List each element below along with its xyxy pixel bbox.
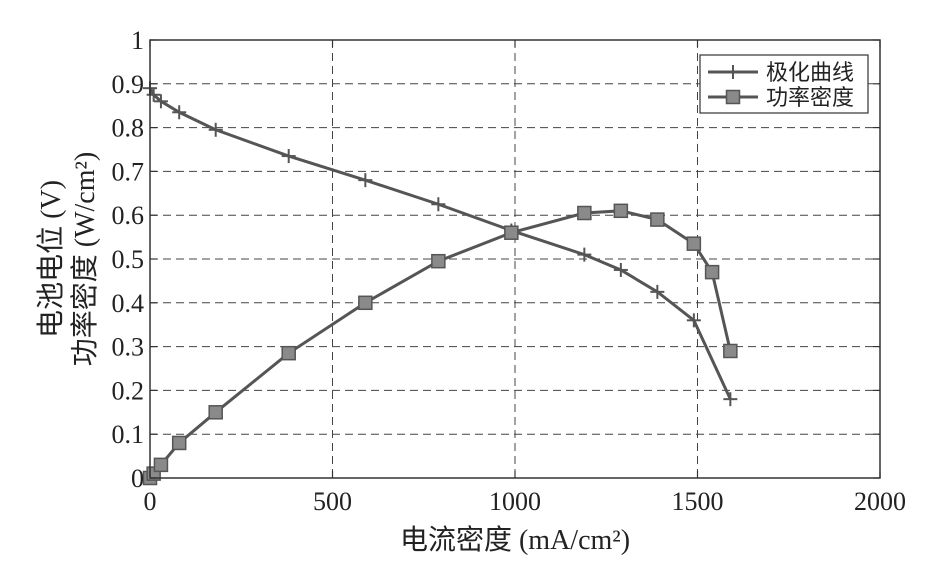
y-axis-label-voltage: 电池电位 (V) xyxy=(35,180,67,338)
y-tick-label: 0.7 xyxy=(112,157,145,186)
series-1-point xyxy=(208,405,223,420)
grid-layer xyxy=(150,40,880,478)
y-tick-label: 0.2 xyxy=(112,376,145,405)
legend-label-1: 功率密度 xyxy=(766,85,854,110)
series-0-point xyxy=(431,197,446,212)
y-tick-label: 0 xyxy=(131,464,144,493)
y-tick-label: 0.1 xyxy=(112,420,145,449)
legend-label-0: 极化曲线 xyxy=(766,60,854,85)
y-tick-label: 0.5 xyxy=(112,245,145,274)
series-1-point xyxy=(358,295,373,311)
series-0-point xyxy=(208,122,223,137)
x-tick-label: 1000 xyxy=(489,487,541,516)
legend-marker-1 xyxy=(725,89,741,105)
series-1-point xyxy=(504,225,519,240)
series-1-point xyxy=(431,253,446,269)
y-tick-label: 0.3 xyxy=(112,333,145,362)
series-line-1 xyxy=(148,209,732,479)
series-1-point xyxy=(723,343,738,359)
series-0-point xyxy=(358,173,373,188)
series-0-point xyxy=(577,247,592,262)
x-tick-label: 500 xyxy=(313,487,352,516)
series-0-point xyxy=(613,262,628,277)
series-line-0 xyxy=(148,87,732,400)
series-0-point xyxy=(172,105,187,120)
series-1-point xyxy=(686,236,702,251)
y-tick-label: 0.6 xyxy=(112,201,145,230)
x-tick-label: 0 xyxy=(144,487,157,516)
y-tick-label: 0.8 xyxy=(112,114,145,143)
series-layer xyxy=(142,81,738,486)
y-tick-label: 1 xyxy=(131,26,144,55)
x-axis-label: 电流密度 (mA/cm²) xyxy=(400,524,630,556)
series-1-point xyxy=(704,264,720,280)
series-0-point xyxy=(153,94,168,109)
series-1-point xyxy=(171,435,187,451)
y-tick-label: 0.4 xyxy=(112,289,145,318)
series-1-point xyxy=(650,212,665,227)
y-axis-label-power: 功率密度 (W/cm²) xyxy=(69,152,101,366)
y-tick-label: 0.9 xyxy=(112,70,145,99)
series-0-point xyxy=(723,392,738,407)
series-1-point xyxy=(153,457,169,473)
series-0-point xyxy=(281,149,296,164)
series-1-point xyxy=(281,345,296,361)
series-1-point xyxy=(613,203,629,219)
tick-layer: 0 500 1000 1500 2000 0 0.1 0.2 0.3 0.4 0.5 0.6 0.7 0.… xyxy=(112,26,907,516)
series-0-point xyxy=(686,313,701,328)
legend-marker-0 xyxy=(726,65,740,79)
x-tick-label: 1500 xyxy=(672,487,724,516)
series-0-point xyxy=(650,284,665,299)
y-axis-label-group: 电池电位 (V) 功率密度 (W/cm²) xyxy=(35,152,101,366)
series-1-point xyxy=(577,205,592,221)
series-0-point xyxy=(146,87,161,102)
x-tick-label: 2000 xyxy=(854,487,906,516)
